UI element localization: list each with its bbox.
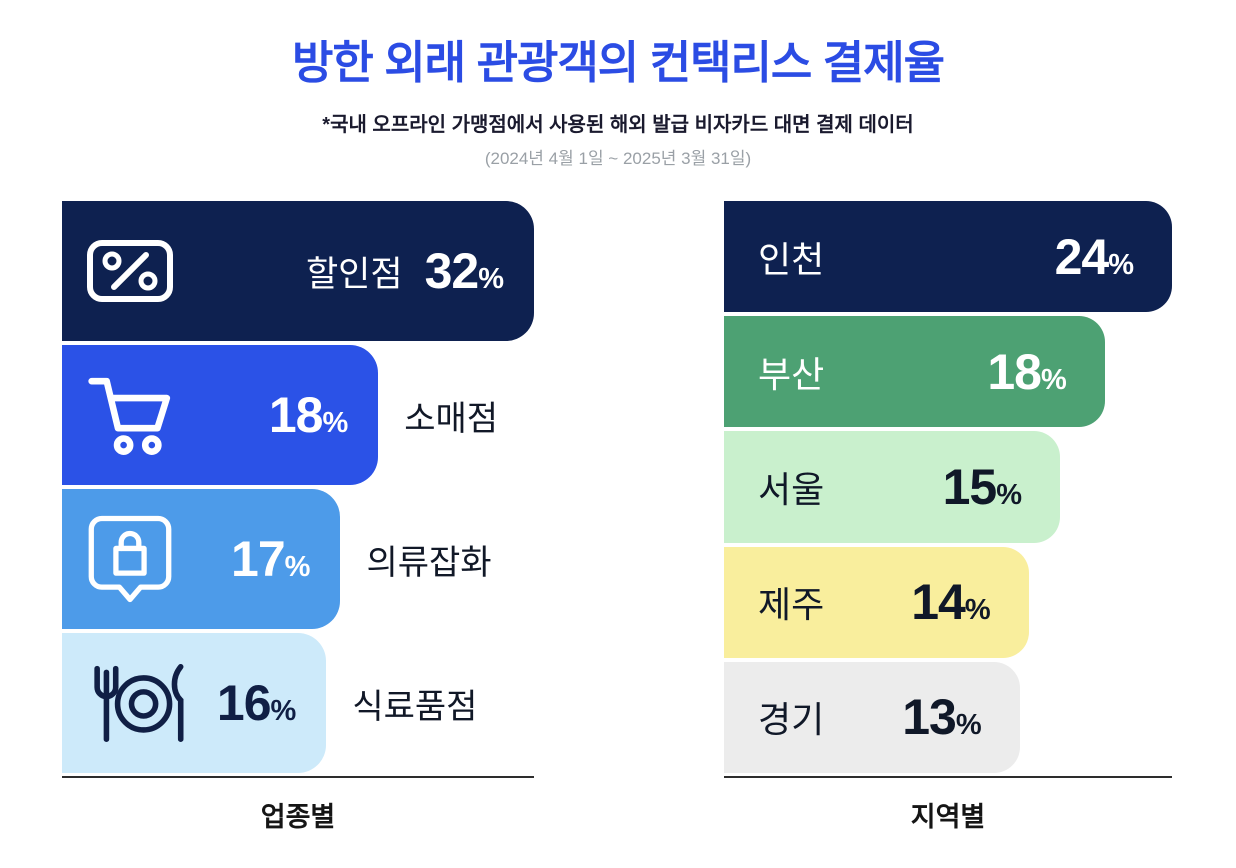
bar-value: 24%: [1054, 228, 1134, 285]
bar-label: 할인점: [305, 254, 403, 294]
bar-row: 17% 의류잡화: [62, 489, 534, 629]
bar-busan: 부산 18%: [724, 316, 1105, 428]
region-chart: 인천 24% 부산 18% 서울 15% 제주 14% 경기 13% 지역별: [724, 201, 1172, 834]
charts-container: 할인점 32% 18% 소매점: [0, 201, 1236, 834]
industry-chart: 할인점 32% 18% 소매점: [62, 201, 534, 834]
bar-label: 소매점: [404, 399, 499, 438]
region-bars: 인천 24% 부산 18% 서울 15% 제주 14% 경기 13%: [724, 201, 1172, 774]
bar-value: 18%: [987, 343, 1067, 400]
bar-grocery: 16%: [62, 633, 327, 773]
x-axis-line: [62, 776, 534, 778]
bar-value: 13%: [902, 689, 982, 746]
industry-axis-title: 업종별: [260, 802, 336, 832]
x-axis-line: [724, 776, 1172, 778]
subtitle: *국내 오프라인 가맹점에서 사용된 해외 발급 비자카드 대면 결제 데이터: [322, 114, 914, 136]
shopping-bag-icon: [86, 513, 174, 605]
bar-clothing: 17%: [62, 489, 341, 629]
bar-value: 14%: [911, 574, 991, 631]
shopping-cart-icon: [86, 371, 180, 459]
bar-value: 17%: [231, 531, 311, 587]
percent-card-icon: [86, 239, 174, 303]
bar-retail-store: 18%: [62, 345, 379, 485]
bar-label: 경기: [758, 699, 825, 741]
bar-gyeonggi: 경기 13%: [724, 661, 1020, 774]
bar-row: 18% 소매점: [62, 345, 534, 485]
bar-seoul: 서울 15%: [724, 431, 1060, 543]
bar-value: 15%: [942, 459, 1022, 515]
date-range: (2024년 4월 1일 ~ 2025년 3월 31일): [484, 149, 752, 168]
bar-value: 16%: [216, 675, 297, 731]
bar-value: 32%: [424, 243, 504, 299]
bar-value: 18%: [268, 387, 349, 443]
dining-icon: [86, 661, 190, 745]
page-title: 방한 외래 관광객의 컨택리스 결제율: [291, 37, 945, 88]
industry-bars: 할인점 32% 18% 소매점: [62, 201, 534, 773]
bar-jeju: 제주 14%: [724, 546, 1029, 658]
bar-label: 제주: [758, 584, 825, 626]
bar-incheon: 인천 24%: [724, 201, 1172, 313]
bar-row: 16% 식료품점: [62, 633, 534, 773]
bar-label: 의류잡화: [366, 543, 492, 582]
bar-label: 부산: [758, 353, 825, 395]
bar-discount-store: 할인점 32%: [62, 201, 534, 341]
region-axis-title: 지역별: [910, 802, 986, 832]
header: 방한 외래 관광객의 컨택리스 결제율 *국내 오프라인 가맹점에서 사용된 해…: [0, 0, 1236, 169]
bar-row: 할인점 32%: [62, 201, 534, 341]
bar-label: 인천: [758, 238, 825, 280]
bar-label: 서울: [758, 469, 825, 510]
bar-label: 식료품점: [352, 687, 478, 726]
